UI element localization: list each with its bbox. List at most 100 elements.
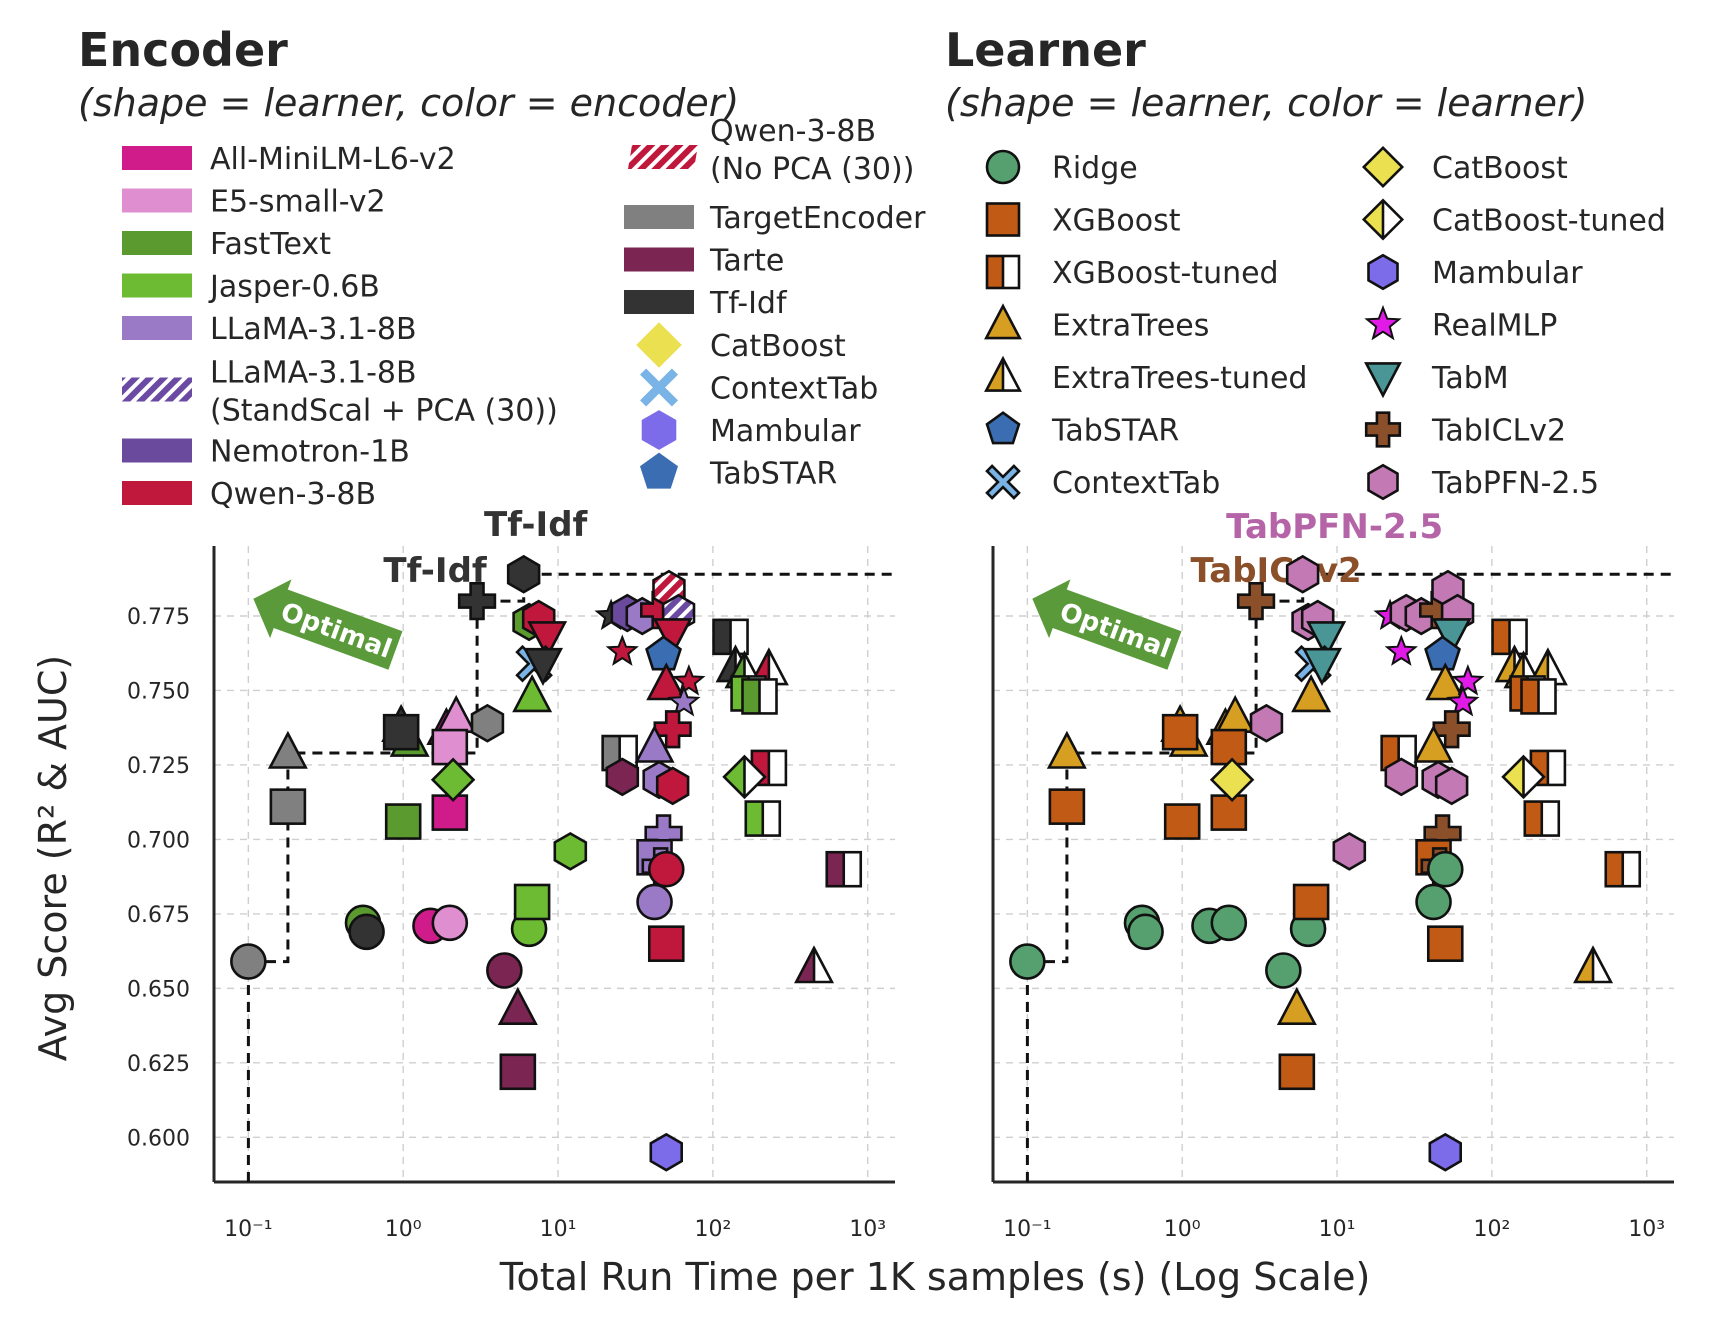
data-point — [712, 618, 749, 656]
x-tick-label: 10² — [694, 1217, 731, 1242]
legend-label: Qwen-3-8B — [210, 477, 376, 512]
y-tick-label: 0.750 — [127, 679, 190, 704]
legend-swatch — [122, 438, 192, 463]
data-point — [1573, 945, 1614, 984]
data-point — [667, 684, 701, 717]
legend-label: LLaMA-3.1-8B — [210, 312, 417, 347]
optimal-arrow: Optimal — [1032, 579, 1182, 670]
annotation-label: TabICLv2 — [1190, 551, 1361, 591]
legend-swatch — [122, 146, 192, 170]
y-tick-label: 0.775 — [127, 605, 190, 630]
annotation-label: Tf-Idf — [484, 505, 588, 545]
y-tick-label: 0.650 — [127, 977, 190, 1002]
data-point — [1046, 730, 1087, 769]
data-point — [523, 647, 564, 686]
legend-label: Qwen-3-8B — [710, 114, 876, 149]
data-point — [553, 832, 588, 871]
data-point — [499, 1053, 537, 1091]
data-point — [1520, 678, 1557, 715]
legend-label: Jasper-0.6B — [208, 270, 380, 305]
data-point — [1048, 788, 1086, 825]
data-point — [741, 678, 778, 715]
legend-label: ContextTab — [1052, 466, 1220, 501]
data-point — [431, 728, 469, 766]
data-point — [1210, 794, 1248, 831]
legend-swatch — [624, 205, 694, 229]
legend-label: TabM — [1431, 361, 1509, 396]
data-point — [634, 724, 675, 763]
legend-marker — [636, 322, 682, 368]
pareto-front — [1025, 572, 1674, 1182]
learner-legend: Ridge XGBoost XGBoost-tuned ExtraTrees Extra… — [984, 145, 1666, 501]
data-point — [384, 803, 422, 840]
legend-swatch — [624, 290, 694, 314]
data-point — [1384, 634, 1418, 666]
legend-label: CatBoost — [1432, 151, 1568, 186]
data-point — [636, 883, 673, 921]
legend-label: LLaMA-3.1-8B — [210, 356, 417, 391]
data-point — [431, 904, 469, 942]
data-point — [649, 1132, 684, 1172]
y-axis-label: Avg Score (R² & AUC) — [31, 655, 75, 1061]
data-point — [1604, 850, 1642, 888]
legend-marker — [985, 202, 1021, 237]
annotation-label: TabPFN-2.5 — [1226, 507, 1443, 547]
legend-marker — [1367, 463, 1399, 501]
legend-label: CatBoost — [710, 329, 846, 364]
legend-swatch — [122, 273, 192, 298]
legend-marker — [1364, 411, 1402, 448]
data-point — [1332, 832, 1367, 871]
learner-plot: 10⁻¹ 10⁰ 10¹ 10² 10³ Optimal TabPFN-2.5TabICLv… — [991, 507, 1674, 1242]
x-tick-label: 10¹ — [1319, 1217, 1356, 1242]
legend-label: TabSTAR — [709, 457, 837, 492]
data-point — [655, 766, 690, 806]
legend-label: ExtraTrees-tuned — [1052, 361, 1307, 396]
data-point — [1446, 684, 1480, 717]
legend-swatch — [122, 188, 192, 213]
legend-label: TargetEncoder — [709, 201, 926, 236]
legend-marker — [1361, 198, 1405, 241]
legend-label: ExtraTrees — [1052, 309, 1209, 344]
legend-swatch — [628, 145, 698, 169]
legend-marker — [985, 411, 1021, 445]
data-point — [1384, 757, 1419, 797]
legend-label: All-MiniLM-L6-v2 — [210, 142, 456, 177]
legend-label: Tarte — [709, 244, 784, 279]
data-point — [1501, 754, 1546, 800]
data-point — [230, 943, 267, 980]
x-axis-label: Total Run Time per 1K samples (s) (Log S… — [499, 1255, 1371, 1299]
data-point — [1285, 554, 1320, 594]
data-point — [1292, 883, 1330, 921]
legend-marker — [1364, 362, 1402, 399]
legend-label: Mambular — [710, 414, 861, 449]
y-tick-label: 0.625 — [127, 1052, 190, 1077]
x-tick-label: 10⁻¹ — [224, 1217, 272, 1242]
data-point — [1163, 803, 1201, 840]
pareto-front — [246, 572, 895, 1182]
data-point — [486, 952, 523, 989]
data-point — [457, 581, 497, 621]
data-point — [1426, 925, 1464, 962]
legend-marker — [640, 452, 678, 489]
data-point — [1127, 913, 1164, 951]
y-tick-label: 0.725 — [127, 754, 190, 779]
legend-label: XGBoost-tuned — [1052, 256, 1279, 291]
legend-marker — [1361, 145, 1405, 189]
x-tick-label: 10³ — [849, 1217, 886, 1242]
legend-label: E5-small-v2 — [210, 185, 386, 220]
data-point — [430, 757, 476, 803]
data-point — [269, 788, 307, 825]
encoder-legend: All-MiniLM-L6-v2 E5-small-v2 FastText Jaspe… — [122, 114, 926, 512]
data-point — [1161, 713, 1199, 751]
y-tick-label: 0.675 — [127, 903, 190, 928]
data-point — [744, 800, 782, 837]
data-point — [647, 850, 685, 888]
data-point — [1302, 647, 1343, 686]
data-point — [1249, 703, 1284, 743]
data-point — [527, 621, 568, 660]
data-point — [348, 913, 385, 951]
data-point — [672, 664, 706, 696]
legend-marker — [985, 254, 1021, 290]
data-point — [825, 850, 863, 888]
y-tick-label: 0.700 — [127, 828, 190, 853]
